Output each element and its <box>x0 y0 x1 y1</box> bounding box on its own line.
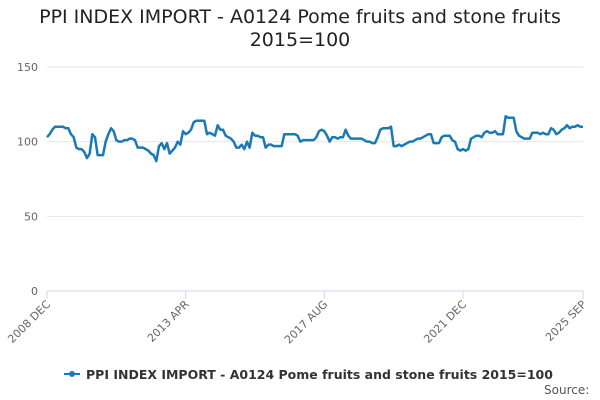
series-line <box>46 115 583 163</box>
y-tick-label: 0 <box>31 285 38 298</box>
legend-label: PPI INDEX IMPORT - A0124 Pome fruits and… <box>86 367 553 382</box>
legend-marker <box>69 371 75 377</box>
y-tick-label: 50 <box>24 210 38 223</box>
source: Source: <box>544 383 589 397</box>
x-tick-label: 2025 SEP <box>543 298 589 344</box>
x-tick-label: 2013 APR <box>145 298 192 345</box>
x-tick-label: 2017 AUG <box>282 298 331 347</box>
y-tick-label: 150 <box>17 61 38 74</box>
x-tick-label: 2008 DEC <box>5 298 53 346</box>
y-tick-label: 100 <box>17 136 38 149</box>
x-tick-label: 2021 DEC <box>421 298 469 346</box>
chart-title: PPI INDEX IMPORT - A0124 Pome fruits and… <box>39 6 561 51</box>
